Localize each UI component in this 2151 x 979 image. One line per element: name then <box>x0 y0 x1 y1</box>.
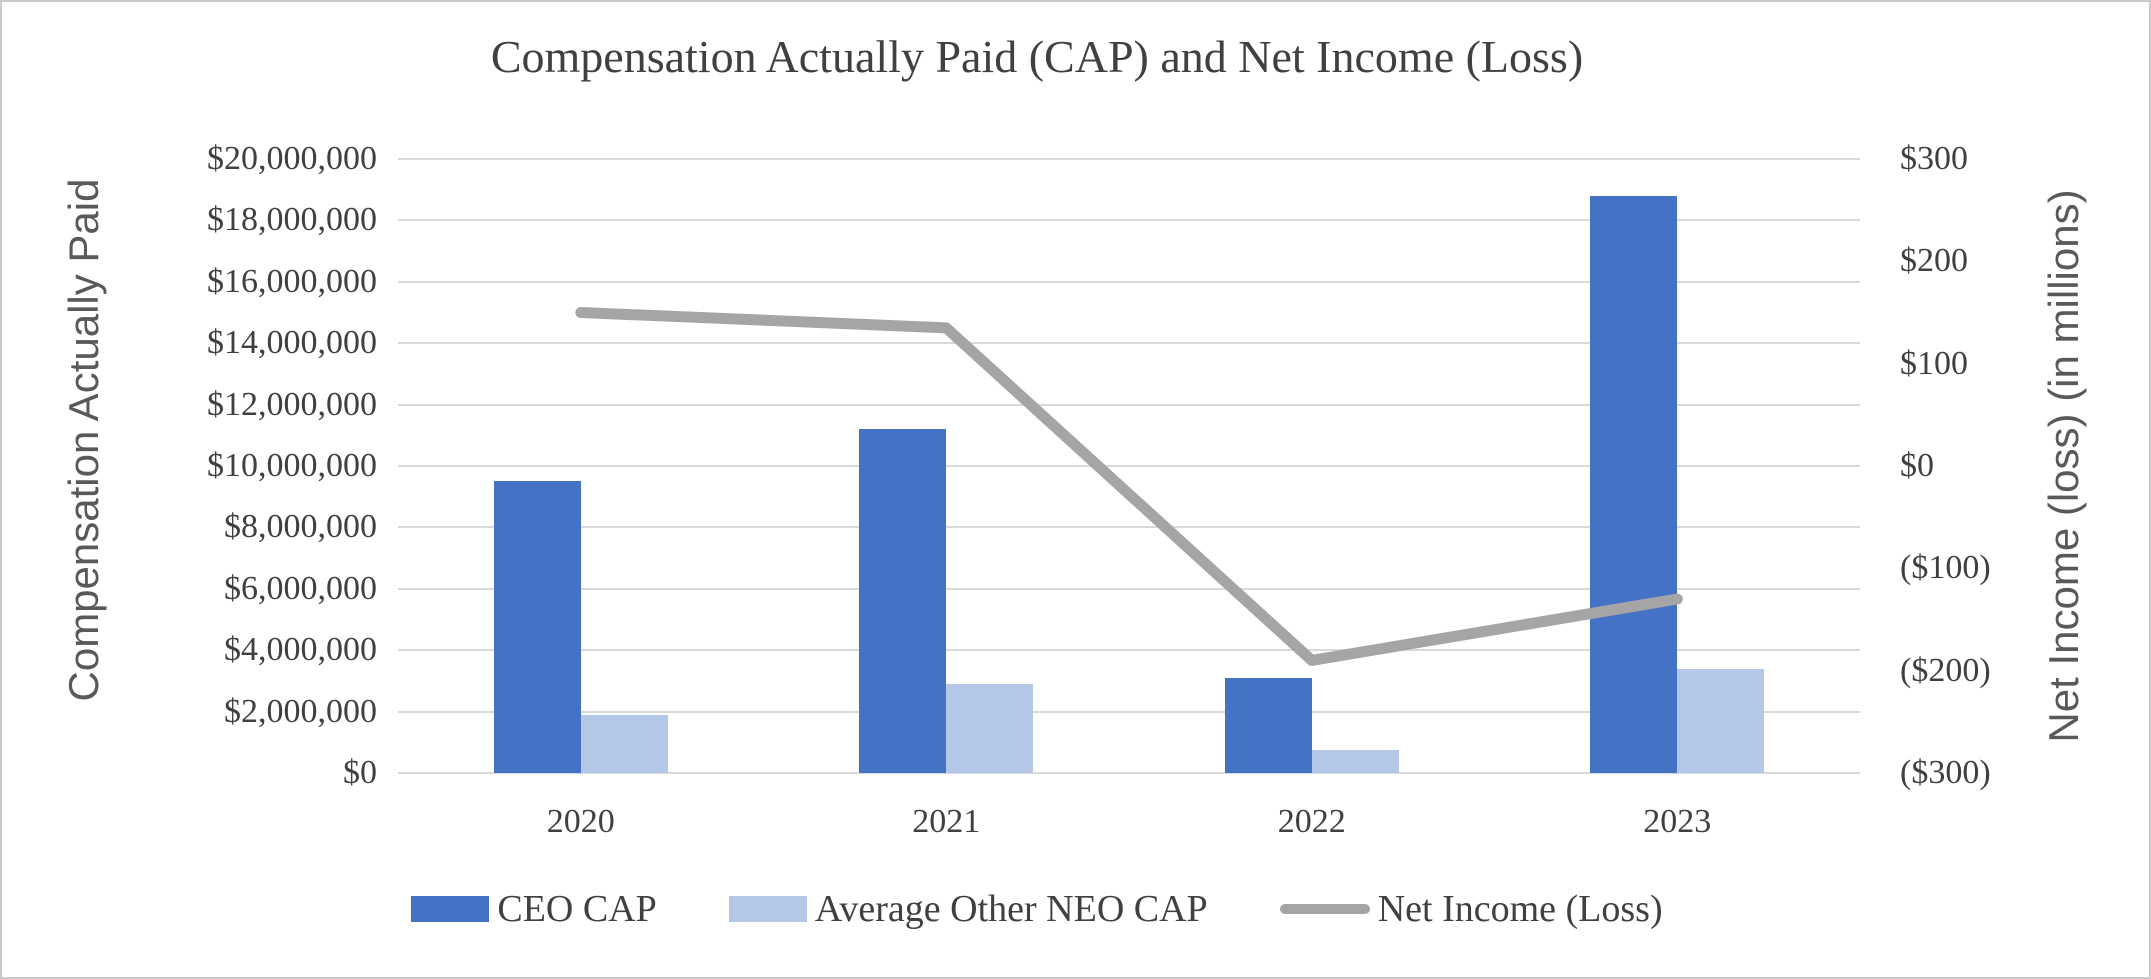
gridline <box>398 403 1860 406</box>
bar-ceo-cap-2020 <box>493 481 581 773</box>
gridline <box>398 158 1860 160</box>
right-axis-tick-label: $0 <box>1900 447 1934 484</box>
bar-average-other-neo-cap-2021 <box>946 683 1034 773</box>
x-axis-label-2021: 2021 <box>912 803 981 840</box>
bar-average-other-neo-cap-2020 <box>580 714 668 773</box>
right-axis-tick-label: ($300) <box>1900 754 1991 791</box>
right-axis-tick-label: $100 <box>1900 344 1968 382</box>
right-axis-tick-label: $300 <box>1900 140 1968 177</box>
left-axis-tick-label: $2,000,000 <box>224 692 377 730</box>
gridline <box>398 587 1860 590</box>
legend-item-net-income-loss: Net Income (Loss) <box>1279 886 1663 932</box>
bar-average-other-neo-cap-2022 <box>1311 749 1399 773</box>
chart-title: Compensation Actually Paid (CAP) and Net… <box>490 31 1584 82</box>
left-axis-tick-label: $18,000,000 <box>207 201 377 239</box>
avg-other-neo-cap-swatch-icon <box>728 896 807 922</box>
bar-ceo-cap-2023 <box>1590 195 1678 773</box>
legend-label-ceo-cap: CEO CAP <box>497 888 657 930</box>
legend-label-net-income-loss: Net Income (Loss) <box>1377 888 1663 930</box>
right-axis-tick-label: ($100) <box>1900 549 1991 587</box>
x-axis-label-2022: 2022 <box>1277 803 1346 840</box>
left-axis-tick-label: $14,000,000 <box>207 324 377 362</box>
gridline <box>398 649 1860 652</box>
left-axis-tick-label: $16,000,000 <box>207 262 377 300</box>
left-axis-tick-label: $8,000,000 <box>224 508 377 546</box>
gridline <box>398 465 1860 467</box>
bar-average-other-neo-cap-2023 <box>1677 668 1765 773</box>
bar-ceo-cap-2021 <box>859 429 947 773</box>
right-axis-tick-label: ($200) <box>1900 651 1991 689</box>
legend-label-avg-other-neo-cap: Average Other NEO CAP <box>814 888 1208 930</box>
ceo-cap-swatch-icon <box>411 896 490 922</box>
legend-item-ceo-cap: CEO CAP <box>411 886 657 932</box>
right-axis-tick-label: $200 <box>1900 242 1968 280</box>
left-axis-tick-label: $4,000,000 <box>224 631 377 669</box>
gridline <box>398 710 1860 713</box>
legend-item-avg-other-neo-cap: Average Other NEO CAP <box>728 886 1208 932</box>
left-axis-tick-label: $6,000,000 <box>224 569 377 607</box>
left-axis-tick-label: $10,000,000 <box>207 447 377 484</box>
left-axis-tick-label: $20,000,000 <box>207 140 377 177</box>
gridline <box>398 526 1860 529</box>
net-income-loss-line-swatch-icon <box>1279 904 1370 914</box>
gridline <box>398 219 1860 222</box>
gridline <box>398 342 1860 345</box>
legend: CEO CAP Average Other NEO CAP Net Income… <box>2 886 2072 932</box>
net-income-loss-polyline <box>575 307 1683 666</box>
left-axis-tick-label: $0 <box>343 754 377 791</box>
gridline <box>398 280 1860 283</box>
x-axis-label-2023: 2023 <box>1643 803 1712 840</box>
gridline <box>398 772 1860 774</box>
x-axis-label-2020: 2020 <box>546 803 615 840</box>
left-axis-tick-label: $12,000,000 <box>207 385 377 423</box>
bar-ceo-cap-2022 <box>1224 677 1312 773</box>
